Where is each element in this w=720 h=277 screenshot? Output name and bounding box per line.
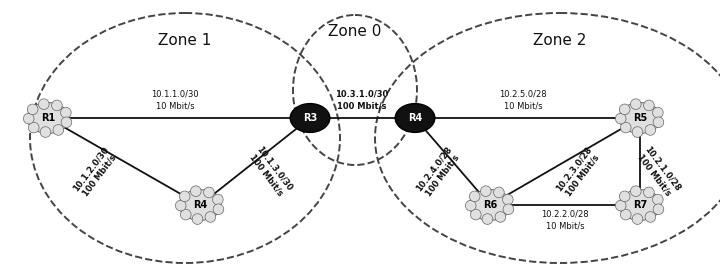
Circle shape bbox=[52, 100, 62, 111]
Circle shape bbox=[181, 209, 191, 220]
Text: 10 Mbit/s: 10 Mbit/s bbox=[156, 101, 194, 111]
Circle shape bbox=[470, 209, 481, 220]
Circle shape bbox=[213, 204, 224, 215]
Circle shape bbox=[631, 186, 641, 196]
Circle shape bbox=[621, 122, 631, 133]
Circle shape bbox=[469, 191, 480, 202]
Text: 10.3.1.0/30: 10.3.1.0/30 bbox=[336, 89, 389, 99]
Circle shape bbox=[192, 214, 203, 224]
Text: R3: R3 bbox=[303, 113, 317, 123]
Circle shape bbox=[38, 99, 49, 109]
Circle shape bbox=[631, 99, 641, 109]
Ellipse shape bbox=[395, 104, 435, 132]
Circle shape bbox=[212, 194, 223, 205]
Text: R7: R7 bbox=[633, 200, 647, 210]
Circle shape bbox=[645, 125, 656, 135]
Text: 10.1.2.0/30
100 Mbit/s: 10.1.2.0/30 100 Mbit/s bbox=[71, 145, 119, 199]
Circle shape bbox=[653, 117, 664, 128]
Circle shape bbox=[503, 194, 513, 205]
Circle shape bbox=[616, 113, 626, 124]
Circle shape bbox=[465, 200, 476, 211]
Text: R6: R6 bbox=[483, 200, 497, 210]
Text: Zone 2: Zone 2 bbox=[534, 33, 587, 48]
Circle shape bbox=[53, 125, 63, 135]
Circle shape bbox=[480, 186, 491, 196]
Circle shape bbox=[61, 117, 72, 128]
Circle shape bbox=[621, 209, 631, 220]
Text: 10 Mbit/s: 10 Mbit/s bbox=[504, 101, 542, 111]
Text: 10.2.1.0/28
100 Mbit/s: 10.2.1.0/28 100 Mbit/s bbox=[634, 145, 682, 199]
Circle shape bbox=[28, 122, 39, 133]
Text: 10 Mbit/s: 10 Mbit/s bbox=[546, 222, 585, 230]
Circle shape bbox=[632, 127, 643, 137]
Circle shape bbox=[27, 104, 38, 115]
Circle shape bbox=[494, 187, 504, 198]
Circle shape bbox=[644, 100, 654, 111]
Ellipse shape bbox=[290, 104, 330, 132]
Circle shape bbox=[40, 127, 51, 137]
Text: R5: R5 bbox=[633, 113, 647, 123]
Circle shape bbox=[645, 212, 656, 222]
Circle shape bbox=[205, 212, 216, 222]
Ellipse shape bbox=[27, 102, 69, 134]
Circle shape bbox=[616, 200, 626, 211]
Text: Zone 1: Zone 1 bbox=[158, 33, 212, 48]
Circle shape bbox=[495, 212, 505, 222]
Text: Zone 0: Zone 0 bbox=[328, 24, 382, 39]
Ellipse shape bbox=[469, 189, 511, 220]
Text: 100 Mbit/s: 100 Mbit/s bbox=[337, 101, 387, 111]
Ellipse shape bbox=[619, 189, 661, 220]
Circle shape bbox=[23, 113, 34, 124]
Circle shape bbox=[632, 214, 643, 224]
Text: 10.1.3.0/30
100 Mbit/s: 10.1.3.0/30 100 Mbit/s bbox=[246, 145, 294, 199]
Circle shape bbox=[619, 104, 630, 115]
Ellipse shape bbox=[619, 102, 661, 134]
Circle shape bbox=[191, 186, 201, 196]
Text: R1: R1 bbox=[41, 113, 55, 123]
Circle shape bbox=[503, 204, 514, 215]
Circle shape bbox=[60, 107, 71, 118]
Circle shape bbox=[653, 204, 664, 215]
Text: R4: R4 bbox=[408, 113, 422, 123]
Text: 10.2.3.0/28
100 Mbit/s: 10.2.3.0/28 100 Mbit/s bbox=[554, 145, 602, 199]
Text: 10.2.4.0/28
100 Mbit/s: 10.2.4.0/28 100 Mbit/s bbox=[414, 145, 462, 199]
Circle shape bbox=[179, 191, 190, 202]
Text: R4: R4 bbox=[193, 200, 207, 210]
Ellipse shape bbox=[179, 189, 221, 220]
Circle shape bbox=[644, 187, 654, 198]
Circle shape bbox=[652, 107, 663, 118]
Circle shape bbox=[176, 200, 186, 211]
Text: 10.2.2.0/28: 10.2.2.0/28 bbox=[541, 209, 589, 219]
Text: 10.1.1.0/30: 10.1.1.0/30 bbox=[151, 89, 199, 99]
Circle shape bbox=[652, 194, 663, 205]
Text: 10.2.5.0/28: 10.2.5.0/28 bbox=[499, 89, 546, 99]
Circle shape bbox=[204, 187, 215, 198]
Circle shape bbox=[482, 214, 492, 224]
Circle shape bbox=[619, 191, 630, 202]
